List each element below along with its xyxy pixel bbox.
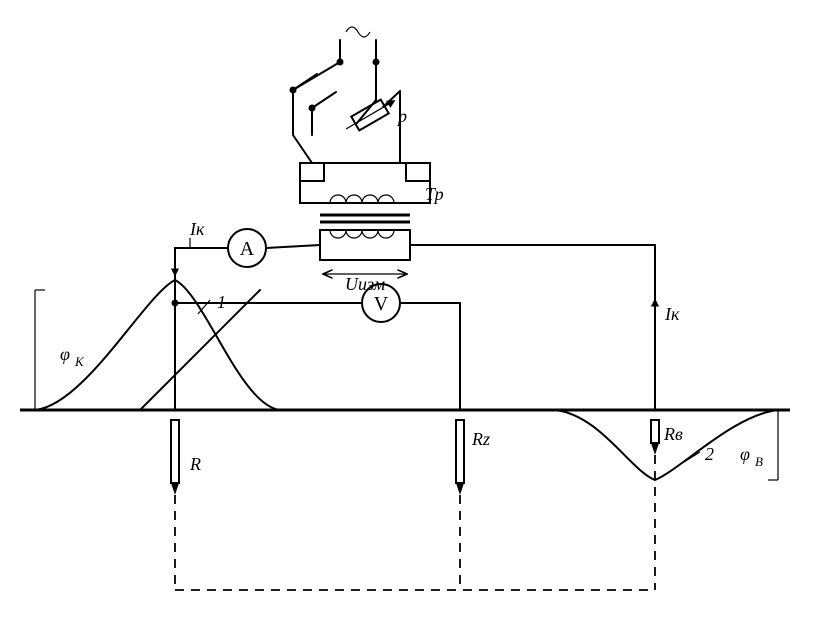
svg-text:К: К bbox=[74, 354, 85, 369]
svg-text:A: A bbox=[240, 238, 255, 260]
svg-text:1: 1 bbox=[217, 292, 226, 312]
svg-text:φ: φ bbox=[60, 344, 70, 364]
svg-text:р: р bbox=[396, 106, 407, 126]
svg-text:B: B bbox=[755, 454, 763, 469]
svg-text:φ: φ bbox=[740, 444, 750, 464]
svg-text:Iк: Iк bbox=[664, 304, 680, 324]
svg-text:Rв: Rв bbox=[663, 424, 683, 444]
svg-text:V: V bbox=[374, 293, 389, 315]
svg-text:Rz: Rz bbox=[471, 429, 490, 449]
svg-text:Uизм: Uизм bbox=[345, 274, 386, 294]
svg-text:2: 2 bbox=[705, 444, 714, 464]
svg-text:R: R bbox=[189, 454, 201, 474]
svg-text:Iк: Iк bbox=[189, 219, 205, 239]
svg-text:Тр: Тр bbox=[425, 184, 444, 204]
